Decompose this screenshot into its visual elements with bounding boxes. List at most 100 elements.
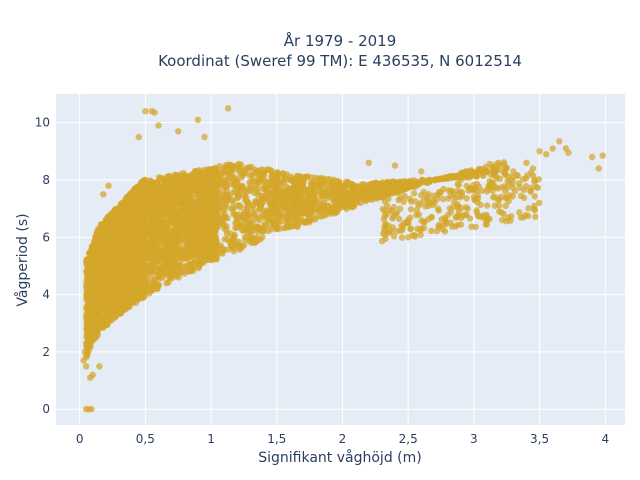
scatter-point xyxy=(110,242,117,249)
scatter-point xyxy=(268,173,275,180)
scatter-point xyxy=(161,244,168,251)
scatter-point xyxy=(212,169,219,176)
scatter-point xyxy=(187,221,194,228)
scatter-point xyxy=(224,177,231,184)
scatter-point xyxy=(267,183,274,190)
scatter-point xyxy=(164,195,171,203)
scatter-point xyxy=(420,178,427,185)
scatter-point xyxy=(221,246,228,253)
scatter-point xyxy=(281,224,288,232)
scatter-point xyxy=(160,220,167,227)
scatter-point xyxy=(242,197,249,204)
scatter-point xyxy=(196,207,203,215)
scatter-point xyxy=(88,288,95,295)
scatter-point xyxy=(259,234,266,241)
scatter-point xyxy=(162,179,169,186)
chart-title-line-2: Koordinat (Sweref 99 TM): E 436535, N 60… xyxy=(158,52,522,70)
scatter-point xyxy=(323,195,330,202)
scatter-point xyxy=(223,183,231,190)
scatter-point xyxy=(141,212,149,219)
scatter-point xyxy=(321,175,328,182)
scatter-point xyxy=(357,191,364,199)
scatter-point xyxy=(320,201,328,208)
scatter-point xyxy=(187,250,194,257)
scatter-point xyxy=(154,242,161,250)
scatter-point xyxy=(179,215,186,223)
scatter-point xyxy=(289,185,296,192)
scatter-point xyxy=(217,170,224,177)
scatter-point xyxy=(239,227,246,234)
scatter-point xyxy=(325,176,333,183)
scatter-point xyxy=(160,250,167,257)
scatter-point xyxy=(153,230,160,237)
scatter-point xyxy=(151,223,158,230)
scatter-point xyxy=(167,188,174,195)
scatter-point xyxy=(372,187,379,195)
scatter-point xyxy=(193,254,200,261)
scatter-point xyxy=(108,249,116,257)
scatter-point xyxy=(175,222,183,230)
scatter-point xyxy=(260,192,268,200)
scatter-point xyxy=(176,195,184,202)
scatter-point xyxy=(267,167,274,174)
scatter-point xyxy=(255,224,263,231)
scatter-point xyxy=(367,191,374,198)
scatter-point xyxy=(231,179,238,186)
scatter-point xyxy=(99,276,106,284)
scatter-point xyxy=(338,192,345,199)
scatter-point xyxy=(111,296,118,304)
scatter-point xyxy=(299,182,306,190)
scatter-point xyxy=(158,200,165,207)
scatter-point xyxy=(193,216,200,223)
scatter-point xyxy=(172,203,179,210)
scatter-point xyxy=(97,282,104,289)
scatter-point xyxy=(271,179,279,186)
scatter-point xyxy=(304,210,311,217)
scatter-point xyxy=(294,223,301,230)
scatter-point xyxy=(197,212,205,219)
scatter-point xyxy=(147,261,155,268)
scatter-point xyxy=(143,275,151,282)
scatter-point xyxy=(237,187,245,194)
scatter-point xyxy=(256,205,264,212)
scatter-point xyxy=(204,235,211,242)
scatter-point xyxy=(189,261,196,268)
scatter-point xyxy=(168,275,176,282)
scatter-point xyxy=(225,194,232,202)
scatter-point xyxy=(231,211,239,218)
scatter-point xyxy=(85,271,92,278)
scatter-point xyxy=(205,217,213,224)
scatter-point xyxy=(390,178,397,185)
scatter-point xyxy=(388,190,396,197)
scatter-point xyxy=(120,297,128,305)
scatter-point xyxy=(118,284,125,292)
scatter-point xyxy=(165,252,173,259)
scatter-point xyxy=(244,208,251,216)
scatter-point xyxy=(186,193,193,200)
scatter-point xyxy=(288,209,295,216)
scatter-point xyxy=(312,182,319,189)
scatter-point xyxy=(241,233,249,241)
scatter-point xyxy=(119,268,127,276)
scatter-point xyxy=(237,245,244,253)
scatter-point xyxy=(279,217,286,225)
scatter-point xyxy=(261,221,268,228)
scatter-point xyxy=(275,172,282,179)
scatter-point xyxy=(186,180,193,188)
scatter-point xyxy=(289,219,296,227)
scatter-point xyxy=(251,198,259,205)
scatter-point xyxy=(236,202,243,209)
scatter-point xyxy=(229,198,236,206)
scatter-point xyxy=(331,179,338,186)
scatter-point xyxy=(306,217,313,224)
scatter-point xyxy=(333,198,341,205)
scatter-point xyxy=(237,161,245,168)
scatter-point xyxy=(244,165,252,173)
scatter-point xyxy=(321,188,329,195)
scatter-point xyxy=(190,267,197,274)
scatter-point xyxy=(269,202,276,209)
scatter-point xyxy=(218,216,225,223)
scatter-point xyxy=(152,268,160,275)
scatter-point xyxy=(255,174,262,182)
